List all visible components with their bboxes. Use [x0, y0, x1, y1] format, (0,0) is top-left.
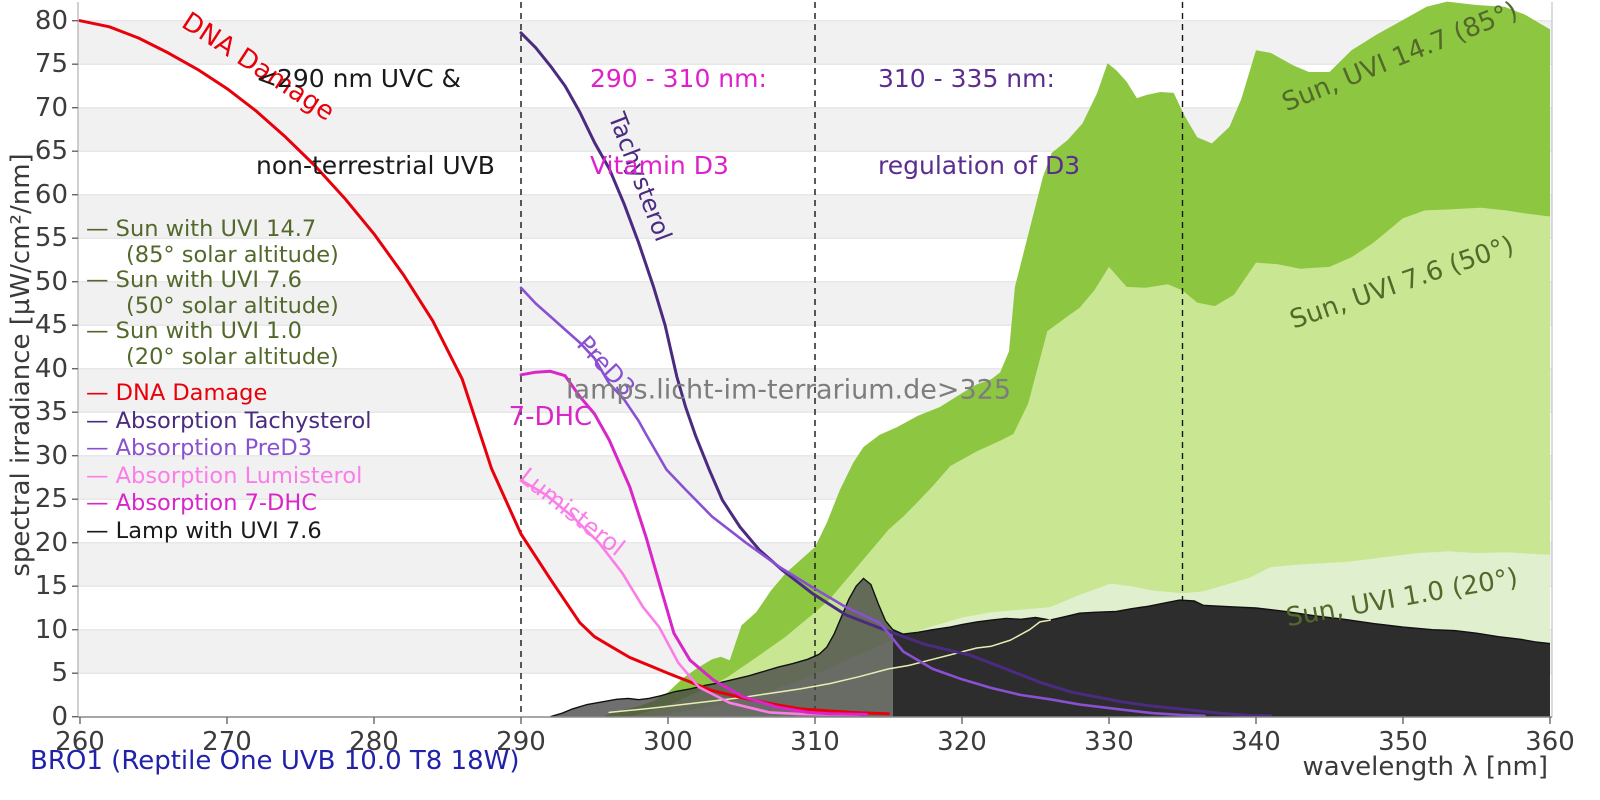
y-tick-label-65: 65 — [34, 136, 68, 167]
legend-line-swatch: — — [86, 267, 116, 293]
legend-line-swatch: — — [86, 216, 116, 242]
y-tick-label-50: 50 — [34, 266, 68, 297]
y-tick-label-40: 40 — [34, 353, 68, 384]
y-tick-label-55: 55 — [34, 223, 68, 254]
legend-item-label: Absorption Tachysterol — [115, 407, 372, 434]
legend-item-label: DNA Damage — [115, 380, 268, 406]
y-tick-label-15: 15 — [34, 571, 68, 602]
curve-dna — [78, 19, 890, 716]
x-tick-label-270: 270 — [202, 727, 252, 757]
x-tick-label-300: 300 — [643, 727, 693, 757]
annotation-vitamin-d3-block: 290 - 310 nm: Vitamin D3 — [590, 6, 767, 209]
curve-label-7-dhc: 7-DHC — [508, 402, 593, 433]
lamp-model-label: BRO1 (Reptile One UVB 10.0 T8 18W) — [30, 746, 520, 776]
y-tick-label-25: 25 — [34, 484, 68, 515]
annotation-vitamin-d3-line1: 290 - 310 nm: — [590, 64, 767, 93]
x-tick-label-290: 290 — [496, 727, 546, 757]
y-tick-label-70: 70 — [34, 92, 68, 123]
legend-item-sublabel: (50° solar altitude) — [126, 292, 339, 319]
legend-line-swatch: — — [86, 462, 116, 489]
x-axis-title: wavelength λ [nm] — [1302, 752, 1548, 782]
y-tick-label-35: 35 — [34, 397, 68, 428]
legend-item-label: Absorption PreD3 — [115, 435, 313, 461]
y-axis-title: spectral irradiance [µW/cm²/nm] — [6, 153, 36, 577]
legend-item-absorption-7-dhc: — Absorption 7-DHC — [86, 490, 372, 518]
legend: — Sun with UVI 14.7 (85° solar altitude) —… — [86, 216, 372, 546]
legend-item-label: Sun with UVI 14.7 — [115, 216, 317, 242]
y-tick-label-60: 60 — [34, 179, 68, 210]
y-tick-label-45: 45 — [34, 310, 68, 341]
legend-item-sun-with-uvi-1.0: — Sun with UVI 1.0 (20° solar altitude) — [86, 318, 372, 370]
legend-item-absorption-tachysterol: — Absorption Tachysterol — [86, 408, 372, 436]
curve-pred3 — [519, 286, 1206, 718]
x-tick-label-280: 280 — [349, 727, 399, 757]
annotation-regulation-line1: 310 - 335 nm: — [878, 64, 1055, 93]
legend-line-swatch: — — [86, 490, 116, 516]
x-tick-label-260: 260 — [55, 727, 105, 757]
curve-tachysterol — [519, 31, 1273, 718]
curve-lampaux — [608, 619, 1051, 714]
legend-item-sun-with-uvi-7.6: — Sun with UVI 7.6 (50° solar altitude) — [86, 267, 372, 319]
annotation-uvc-line2: non-terrestrial UVB — [256, 151, 495, 180]
y-tick-label-10: 10 — [34, 614, 68, 645]
legend-line-swatch: — — [86, 407, 116, 434]
legend-line-swatch: — — [86, 517, 116, 544]
area-lamp-uvb-gray — [550, 578, 893, 717]
y-tick-label-30: 30 — [34, 440, 68, 471]
legend-item-label: Sun with UVI 7.6 — [115, 267, 302, 293]
x-tick-label-330: 330 — [1084, 727, 1134, 757]
y-tick-label-80: 80 — [34, 5, 68, 36]
y-tick-label-5: 5 — [51, 658, 68, 689]
x-tick-label-350: 350 — [1378, 727, 1428, 757]
legend-item-label: Lamp with UVI 7.6 — [115, 517, 322, 544]
x-tick-label-360: 360 — [1525, 727, 1575, 757]
curve-dhc7 — [519, 369, 868, 716]
legend-item-label: Absorption Lumisterol — [115, 462, 363, 489]
x-tick-label-310: 310 — [790, 727, 840, 757]
legend-line-swatch: — — [86, 318, 116, 344]
legend-line-swatch: — — [86, 435, 116, 461]
y-tick-label-20: 20 — [34, 527, 68, 558]
annotation-uvc-block: <290 nm UVC & non-terrestrial UVB — [256, 6, 495, 209]
annotation-uvc-line1: <290 nm UVC & — [256, 64, 462, 93]
curve-lumisterol — [519, 478, 861, 717]
legend-line-swatch: — — [86, 380, 116, 406]
x-tick-label-320: 320 — [937, 727, 987, 757]
x-tick-label-340: 340 — [1231, 727, 1281, 757]
lamp-top-edge — [550, 577, 1551, 718]
annotation-vitamin-d3-line2: Vitamin D3 — [590, 151, 729, 180]
watermark: lamps.licht-im-terrarium.de>325 — [566, 374, 1012, 406]
legend-item-dna-damage: — DNA Damage — [86, 380, 372, 408]
legend-item-label: Sun with UVI 1.0 — [115, 318, 302, 344]
legend-item-absorption-pred3: — Absorption PreD3 — [86, 435, 372, 463]
legend-item-sublabel: (85° solar altitude) — [126, 241, 339, 268]
y-tick-label-75: 75 — [34, 49, 68, 80]
legend-item-label: Absorption 7-DHC — [115, 490, 317, 516]
y-tick-label-0: 0 — [51, 701, 68, 732]
legend-item-absorption-lumisterol: — Absorption Lumisterol — [86, 463, 372, 491]
annotation-regulation-block: 310 - 335 nm: regulation of D3 — [878, 6, 1080, 209]
legend-item-sublabel: (20° solar altitude) — [126, 343, 339, 370]
legend-item-sun-with-uvi-14.7: — Sun with UVI 14.7 (85° solar altitude) — [86, 216, 372, 268]
annotation-regulation-line2: regulation of D3 — [878, 151, 1081, 180]
legend-item-lamp-with-uvi-7.6: — Lamp with UVI 7.6 — [86, 518, 372, 546]
